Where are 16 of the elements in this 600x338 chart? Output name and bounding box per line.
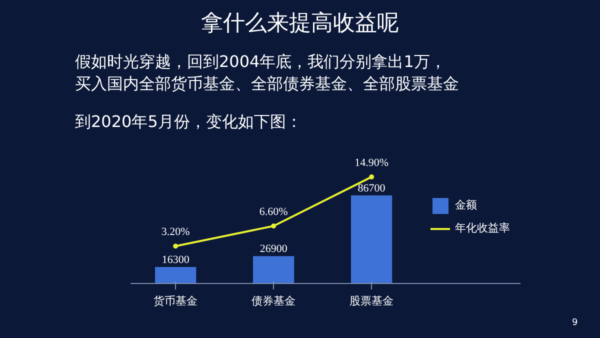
text: 到2020年5月份，变化如下图：	[75, 111, 303, 134]
data-label: 3.20%	[161, 226, 190, 238]
x-tick-label: 债券基金	[252, 294, 296, 308]
x-tick-label: 股票基金	[350, 294, 394, 308]
data-label: 6.60%	[259, 206, 288, 218]
text: 买入国内全部货币基金、全部债券基金、全部股票基金	[75, 73, 460, 96]
legend-label: 年化收益率	[455, 220, 510, 236]
x-tick-label: 货币基金	[154, 294, 198, 308]
text: 9	[571, 317, 578, 330]
legend-label: 金额	[455, 198, 477, 212]
text: 假如时光穿越，回到2004年底，我们分别拿出1万，	[75, 51, 447, 74]
data-label: 14.90%	[354, 156, 389, 169]
data-label: 86700	[358, 182, 386, 194]
data-label: 16300	[162, 254, 190, 266]
chart-title: 拿什么来提高收益呢	[200, 10, 400, 38]
data-label: 26900	[260, 243, 288, 256]
